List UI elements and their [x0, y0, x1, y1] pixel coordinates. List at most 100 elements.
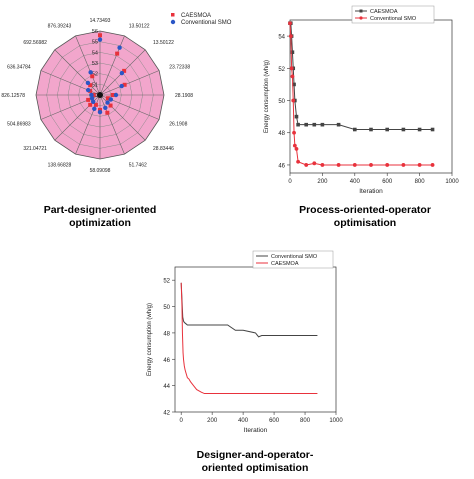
radar-spoke-label: 876.39243	[48, 24, 72, 30]
radar-spoke-label: 826.12578	[1, 93, 25, 99]
radar-spoke-label: 28.83446	[153, 146, 174, 152]
series-point-caesmoa	[336, 122, 341, 127]
x-tick-label: 200	[207, 418, 218, 424]
radar-point-caesmoa	[110, 93, 115, 97]
radar-spoke-label: 51.7462	[129, 162, 147, 168]
x-tick-label: 1000	[445, 179, 459, 185]
radar-point-conventional	[97, 109, 103, 115]
radar-point-conventional	[119, 83, 124, 89]
caption-line-1: Part-designer-oriented	[43, 204, 157, 216]
radar-spoke-label: 26.1908	[169, 122, 187, 128]
series-point-conventional	[296, 159, 300, 164]
x-tick-label: 400	[350, 179, 361, 185]
radar-point-caesmoa	[115, 51, 120, 56]
series-point-conventional	[417, 163, 422, 167]
series-point-caesmoa	[294, 114, 299, 119]
radar-point-conventional	[88, 70, 93, 75]
radar-point-caesmoa	[88, 83, 93, 88]
y-tick-label: 52	[163, 279, 170, 285]
x-tick-label: 200	[317, 179, 328, 185]
radar-point-conventional	[117, 45, 122, 50]
radar-point-caesmoa	[93, 102, 98, 107]
radar-point-conventional	[91, 99, 96, 104]
series-line-caesmoa	[290, 22, 433, 131]
series-point-conventional	[288, 34, 293, 39]
caption-process-operator: Process-oriented-operator optimisation	[280, 204, 450, 230]
radar-spoke-label: 692.56982	[23, 40, 47, 46]
caption-line-2: optimization	[69, 217, 131, 229]
radar-point-conventional	[97, 37, 103, 42]
radar-spoke	[99, 70, 160, 96]
legend-label-conventional: Conventional SMO	[181, 20, 232, 26]
radar-radial-tick: 56	[92, 29, 98, 35]
series-point-caesmoa	[369, 127, 373, 132]
legend-box	[351, 5, 435, 24]
series-point-caesmoa	[385, 127, 389, 132]
plot-frame	[289, 19, 453, 174]
legend-marker-caesmoa	[359, 9, 363, 13]
series-point-conventional	[401, 163, 406, 167]
radar-point-caesmoa	[105, 110, 110, 115]
designer-operator-chart: 0 200 400 600 800 1000 42 44 46 48 50 52 Iteration En…	[147, 250, 343, 434]
y-tick-label: 50	[278, 99, 285, 105]
legend-label-caesmoa: CAESMOA	[370, 9, 398, 15]
radar-center	[97, 92, 103, 98]
radar-spoke-label: 58.09098	[90, 168, 111, 174]
radar-point-conventional	[92, 106, 97, 111]
series-point-conventional	[290, 74, 295, 79]
radar-spoke	[99, 94, 125, 155]
radar-spoke	[54, 49, 101, 96]
radar-spoke-label: 636.34784	[7, 64, 31, 70]
series-point-conventional	[385, 163, 390, 167]
radar-spoke-label: 14.73493	[90, 18, 111, 24]
caption-part-designer: Part-designer-oriented optimization	[20, 204, 180, 230]
series-point-conventional	[312, 161, 317, 166]
caption-designer-operator: Designer-and-operator- oriented optimisa…	[170, 449, 340, 475]
radar-point-conventional	[113, 92, 119, 98]
series-point-caesmoa	[292, 82, 296, 87]
plot-frame	[174, 266, 337, 413]
series-point-conventional	[294, 146, 299, 151]
radar-point-caesmoa	[108, 103, 113, 108]
series-point-conventional	[289, 66, 294, 71]
y-tick-label: 52	[278, 67, 285, 73]
series-line-caesmoa	[180, 282, 318, 395]
x-tick-label: 600	[269, 418, 280, 424]
x-tick-label: 1000	[329, 418, 343, 424]
series-point-conventional	[292, 143, 297, 148]
radar-point-caesmoa	[86, 97, 91, 102]
radar-spoke-label: 13.50122	[129, 24, 150, 30]
radar-spoke-label: 138.66828	[48, 162, 72, 168]
y-tick-label: 50	[163, 305, 170, 311]
caption-line-1: Process-oriented-operator	[299, 204, 431, 216]
x-tick-label: 800	[415, 179, 426, 185]
x-tick-label: 800	[300, 418, 311, 424]
radar-point-caesmoa	[122, 68, 127, 73]
caption-line-1: Designer-and-operator-	[196, 449, 314, 461]
radar-radial-tick: 54	[92, 50, 98, 56]
radar-point-conventional	[89, 96, 95, 101]
series-point-conventional	[292, 130, 296, 135]
series-point-conventional	[288, 21, 292, 26]
radar-point-caesmoa	[88, 102, 93, 107]
series-point-conventional	[291, 98, 296, 103]
radar-spoke-label: 13.50122	[153, 40, 174, 46]
series-point-conventional	[352, 163, 357, 167]
radar-spoke-label: 504.86983	[7, 122, 31, 128]
series-point-conventional	[304, 163, 309, 167]
radar-radial-tick: 52	[92, 72, 98, 78]
radar-spoke-label: 28.1908	[175, 93, 193, 99]
legend-box	[252, 250, 334, 269]
y-tick-label: 46	[163, 358, 170, 364]
radar-point-conventional	[103, 105, 108, 111]
legend-label-conventional: Conventional SMO	[370, 16, 417, 22]
x-axis-label: Iteration	[359, 188, 383, 195]
series-point-conventional	[320, 163, 325, 167]
series-point-caesmoa	[353, 127, 357, 132]
y-axis-label: Energy consumption (wh/g)	[264, 60, 270, 133]
radar-point-conventional	[85, 80, 91, 86]
series-point-caesmoa	[304, 122, 308, 127]
legend-marker-conventional	[359, 16, 363, 20]
series-point-caesmoa	[320, 122, 325, 127]
